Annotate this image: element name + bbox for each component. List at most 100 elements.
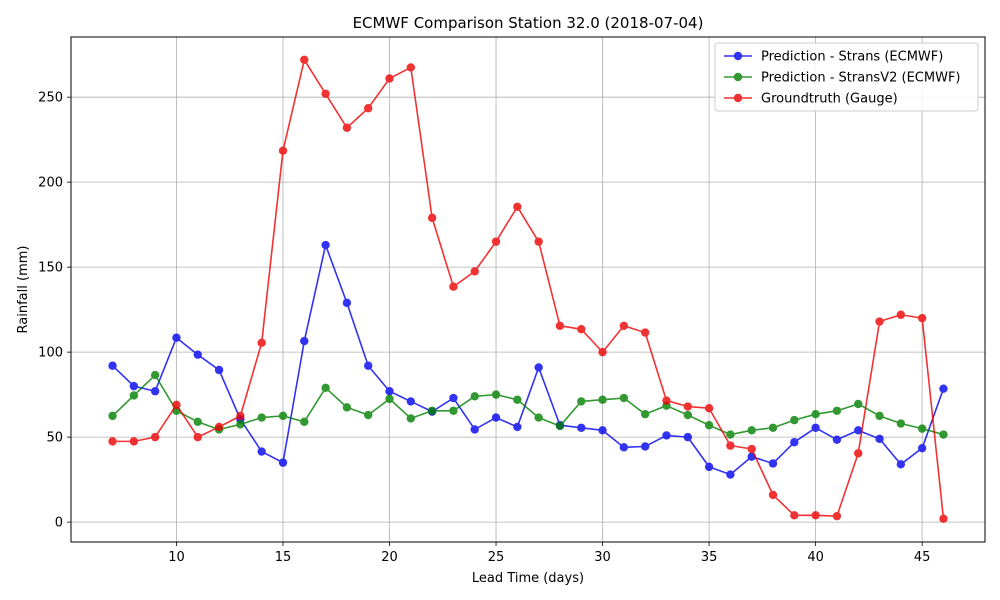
data-point	[598, 426, 607, 435]
legend-box	[714, 42, 979, 112]
x-tick-label: 15	[275, 550, 292, 565]
x-axis-ticks: 10 15 20 25 30 35 40 45	[168, 542, 930, 565]
data-point	[832, 406, 842, 415]
data-point	[640, 409, 650, 419]
series-3	[108, 55, 948, 523]
data-point	[129, 381, 139, 391]
legend-item: Groundtruth (Gauge)	[724, 92, 898, 107]
x-tick-label: 30	[594, 550, 611, 565]
legend-swatch	[724, 72, 752, 82]
data-point	[321, 240, 330, 250]
series-line	[111, 244, 945, 476]
data-point	[747, 426, 756, 435]
data-point	[832, 511, 842, 521]
data-point	[683, 402, 692, 411]
data-point	[385, 74, 394, 83]
data-point	[747, 444, 756, 454]
data-point	[811, 511, 820, 520]
data-point	[768, 423, 778, 432]
legend: Prediction - Strans (ECMWF) Prediction - …	[714, 42, 979, 112]
data-point	[257, 413, 266, 422]
data-point	[790, 415, 799, 425]
y-tick-label: 50	[46, 431, 63, 446]
data-point	[854, 449, 863, 458]
data-point	[790, 511, 799, 520]
data-point	[875, 434, 884, 444]
data-point	[534, 413, 543, 422]
data-point	[577, 324, 586, 334]
data-point	[364, 361, 373, 370]
data-point	[300, 55, 309, 64]
data-point	[321, 89, 330, 98]
data-point	[726, 470, 735, 479]
data-point	[683, 432, 692, 442]
series-1	[108, 240, 948, 479]
data-point	[917, 424, 927, 433]
series-layer	[108, 55, 948, 523]
data-point	[854, 426, 863, 435]
data-point	[491, 390, 501, 399]
data-point	[619, 393, 629, 403]
data-point	[555, 421, 565, 431]
data-point	[193, 417, 202, 427]
data-point	[470, 392, 479, 401]
data-point	[768, 459, 778, 468]
data-point	[236, 411, 245, 421]
data-point	[129, 391, 139, 400]
data-point	[704, 462, 714, 472]
data-point	[768, 490, 778, 500]
data-point	[214, 365, 224, 375]
series-2	[108, 370, 948, 439]
data-point	[577, 397, 586, 406]
data-point	[790, 438, 799, 447]
data-point	[449, 393, 458, 403]
y-tick-label: 250	[38, 91, 63, 106]
data-point	[896, 460, 906, 469]
y-tick-label: 0	[55, 516, 63, 531]
data-point	[257, 338, 266, 347]
data-point	[683, 410, 692, 420]
data-point	[939, 514, 948, 523]
data-point	[832, 435, 842, 444]
data-point	[300, 417, 309, 427]
data-point	[385, 394, 394, 404]
legend-swatch	[724, 93, 752, 103]
data-point	[662, 396, 671, 405]
data-point	[342, 403, 352, 412]
data-point	[513, 202, 522, 212]
x-axis-label: Lead Time (days)	[472, 571, 584, 586]
data-point	[491, 413, 501, 422]
data-point	[513, 422, 522, 432]
y-tick-label: 200	[38, 176, 63, 191]
data-point	[875, 411, 884, 421]
data-point	[662, 431, 671, 440]
data-point	[704, 421, 714, 430]
legend-item: Prediction - StransV2 (ECMWF)	[724, 71, 961, 86]
plot-area-frame	[70, 36, 986, 543]
data-point	[598, 395, 607, 404]
data-point	[726, 441, 735, 450]
data-point	[875, 317, 884, 326]
data-point	[449, 282, 458, 291]
data-point	[534, 363, 543, 372]
data-point	[172, 400, 181, 410]
data-point	[854, 399, 863, 409]
x-tick-label: 25	[488, 550, 505, 565]
data-point	[193, 350, 202, 359]
data-point	[917, 313, 927, 323]
data-point	[939, 384, 948, 393]
data-point	[513, 395, 522, 404]
legend-label: Groundtruth (Gauge)	[761, 92, 898, 107]
data-point	[193, 432, 202, 442]
data-point	[811, 423, 820, 432]
legend-item: Prediction - Strans (ECMWF)	[724, 50, 943, 65]
data-point	[406, 397, 416, 406]
data-point	[364, 410, 373, 420]
data-point	[704, 404, 714, 413]
data-point	[108, 437, 117, 446]
data-point	[619, 321, 629, 330]
data-point	[427, 213, 437, 223]
data-point	[619, 443, 629, 452]
data-point	[257, 447, 266, 456]
data-point	[385, 387, 394, 396]
